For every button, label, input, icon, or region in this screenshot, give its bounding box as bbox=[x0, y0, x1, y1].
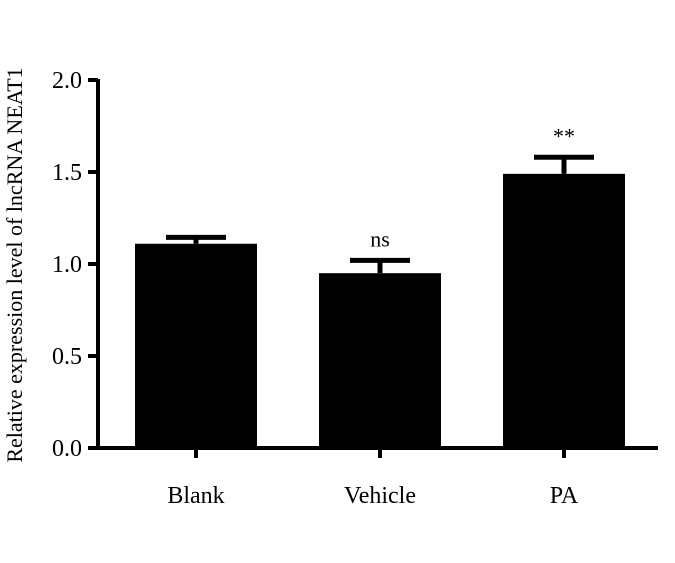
error-bars-layer bbox=[166, 154, 594, 274]
y-tick-label: 2.0 bbox=[52, 68, 82, 94]
y-tick-label: 1.5 bbox=[52, 160, 82, 186]
bars-layer bbox=[135, 173, 625, 448]
axes-layer bbox=[88, 78, 658, 458]
y-tick-label: 1.0 bbox=[52, 252, 82, 278]
bar-blank bbox=[135, 243, 257, 448]
x-tick-label-blank: Blank bbox=[167, 483, 224, 509]
x-tick-label-vehicle: Vehicle bbox=[344, 483, 416, 509]
y-tick-label: 0.0 bbox=[52, 436, 82, 462]
labels-layer: Blank ns Vehicle ** PA 0.0 0.5 1.0 1.5 2.0 bbox=[52, 68, 579, 509]
y-axis-label: Relative expression level of lncRNA NEAT… bbox=[2, 67, 27, 462]
significance-label-vehicle: ns bbox=[370, 226, 390, 251]
y-tick-label: 0.5 bbox=[52, 344, 82, 370]
significance-label-pa: ** bbox=[553, 123, 575, 148]
bar-pa bbox=[503, 173, 625, 448]
bar-vehicle bbox=[319, 273, 441, 448]
x-tick-label-pa: PA bbox=[550, 483, 579, 509]
